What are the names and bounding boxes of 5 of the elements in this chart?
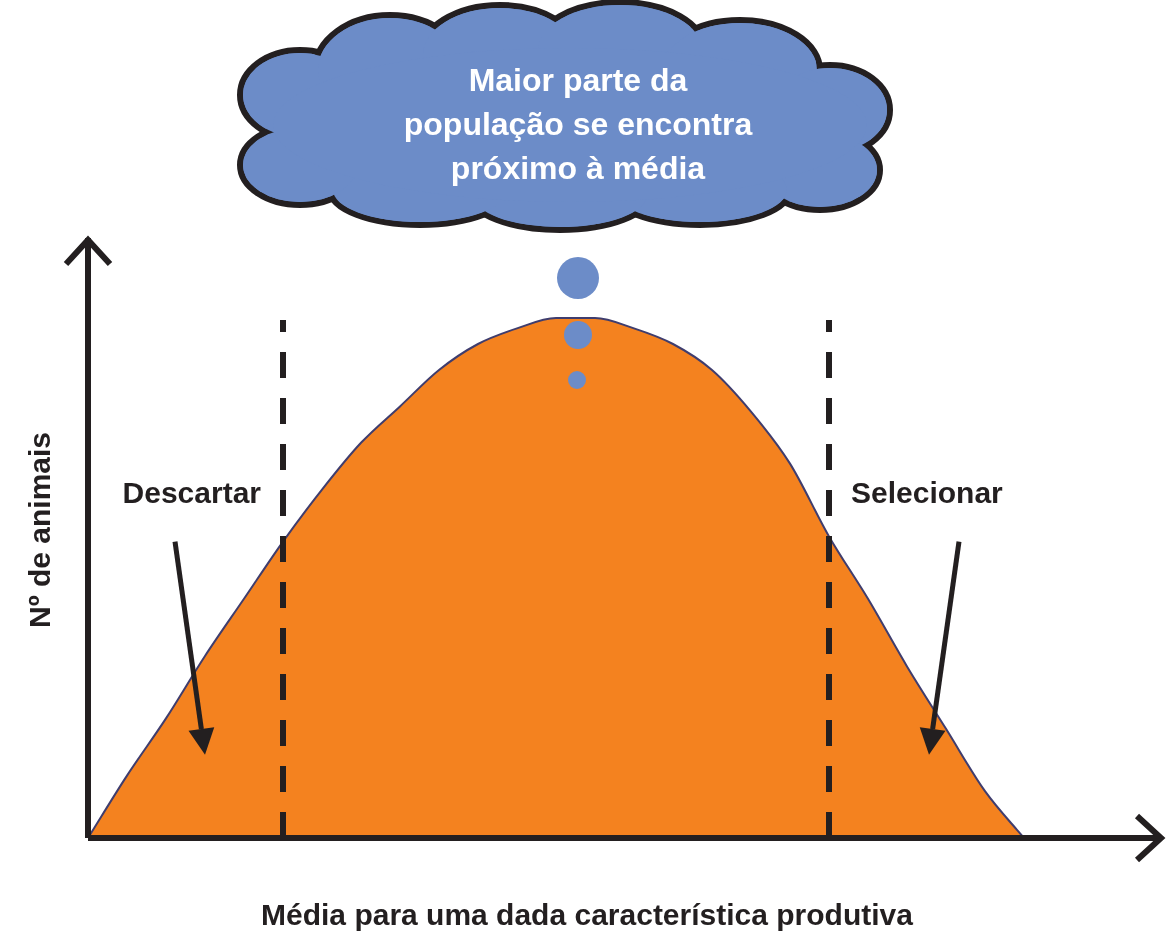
annotation: Selecionar [851, 476, 1004, 510]
y-axis-title: Nº de animais [23, 431, 57, 629]
x-axis-title: Média para uma dada característica produtiva [260, 898, 914, 932]
annotation: Descartar [122, 476, 262, 510]
text: Maior parte da população se encontra próximo à média [402, 61, 754, 188]
